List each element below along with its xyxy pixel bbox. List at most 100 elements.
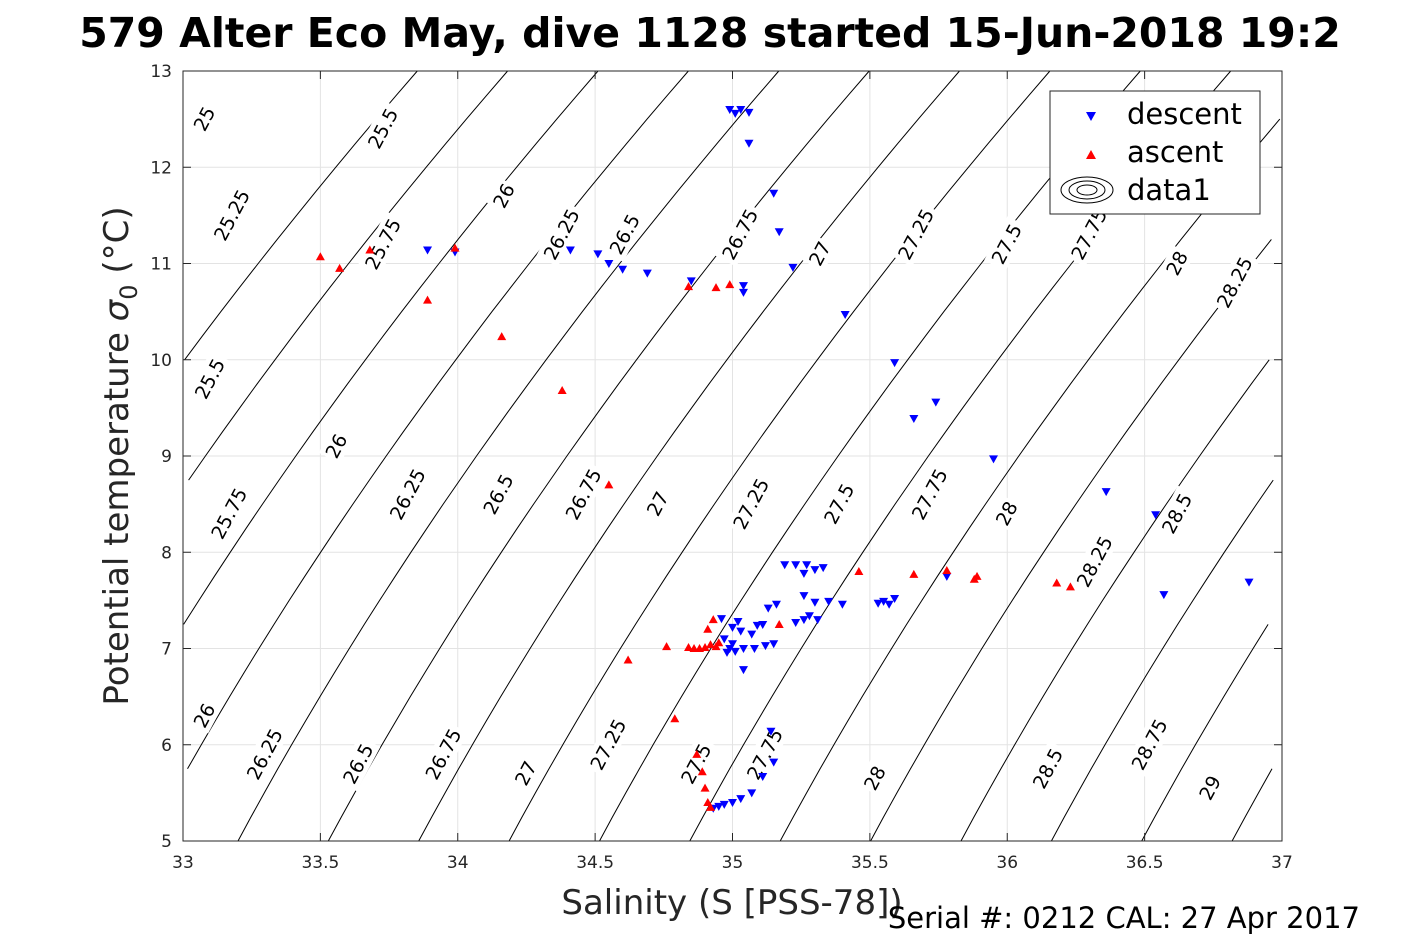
descent-point [747, 789, 757, 798]
chart-title: 579 Alter Eco May, dive 1128 started 15-… [79, 9, 1341, 57]
ascent-point [557, 386, 567, 395]
descent-point [810, 566, 820, 575]
legend-data1-label: data1 [1127, 173, 1211, 207]
y-tick-label: 9 [161, 447, 172, 467]
ascent-point [942, 566, 952, 575]
descent-point [1244, 578, 1254, 587]
ascent-point [604, 480, 614, 489]
descent-point [758, 620, 768, 629]
descent-point [728, 640, 737, 649]
ascent-point [684, 643, 694, 652]
descent-point [1159, 591, 1169, 600]
descent-point [824, 597, 834, 606]
isopycnal-line [183, 70, 599, 625]
ascent-point [423, 295, 433, 304]
descent-point [766, 727, 776, 736]
x-tick-label: 34 [447, 853, 469, 873]
descent-point [788, 263, 798, 272]
ascent-point [697, 767, 707, 776]
descent-point [799, 592, 809, 601]
descent-point [1101, 488, 1111, 497]
descent-point [837, 600, 847, 609]
ascent-point [711, 283, 721, 292]
ascent-point [497, 332, 507, 341]
y-axis-label-unit: (°C) [97, 206, 137, 284]
ascent-point [365, 245, 375, 254]
isopycnal-line [418, 70, 960, 842]
descent-point [744, 108, 754, 117]
descent-point [730, 109, 740, 118]
ascent-point [854, 567, 864, 575]
descent-point [686, 277, 696, 286]
descent-point [565, 246, 575, 255]
descent-point [730, 647, 740, 656]
data-points [315, 106, 1254, 813]
ascent-point [450, 243, 460, 252]
isopycnal-line [1141, 624, 1269, 842]
isopycnal-line [870, 239, 1272, 842]
descent-point [771, 600, 781, 609]
descent-point [890, 594, 900, 603]
y-tick-label: 7 [161, 640, 172, 660]
serial-cal-footer: Serial #: 0212 CAL: 27 Apr 2017 [888, 901, 1360, 935]
y-axis-label: Potential temperature σ0 (°C) [97, 206, 143, 705]
descent-point [909, 414, 919, 423]
legend: descent ascent data1 [1049, 90, 1261, 215]
ascent-point [623, 655, 633, 664]
legend-box [1049, 90, 1261, 215]
descent-point [760, 642, 770, 651]
ascent-point [335, 263, 345, 272]
descent-point [642, 269, 652, 278]
descent-point [725, 106, 735, 114]
descent-point [804, 612, 814, 621]
descent-point [769, 189, 779, 198]
descent-point [736, 627, 746, 636]
x-tick-label: 36 [996, 853, 1018, 873]
ascent-point [692, 749, 702, 758]
y-axis-label-sigma: σ [97, 298, 137, 321]
descent-point [618, 265, 628, 274]
ascent-point [315, 252, 325, 261]
descent-point [942, 572, 952, 581]
x-tick-label: 36.5 [1126, 853, 1164, 873]
descent-point [769, 758, 779, 767]
ascent-point [706, 802, 716, 811]
descent-point [931, 398, 941, 407]
descent-point [593, 250, 603, 259]
descent-point [728, 799, 737, 807]
x-axis-label: Salinity (S [PSS-78]) [561, 883, 902, 923]
descent-point [736, 106, 746, 114]
ascent-point [714, 638, 724, 647]
x-tick-label: 35 [722, 853, 744, 873]
descent-point [738, 282, 748, 291]
descent-point [813, 616, 823, 625]
ascent-point [684, 282, 694, 291]
legend-contour-icon [1060, 176, 1114, 204]
y-tick-label: 12 [150, 158, 172, 178]
descent-point [736, 795, 746, 804]
descent-point [738, 645, 748, 653]
y-tick-label: 11 [150, 255, 172, 275]
density-contours [183, 70, 1281, 842]
descent-point [873, 599, 883, 608]
ascent-point [774, 619, 784, 628]
descent-point [744, 139, 754, 148]
descent-point [802, 561, 812, 570]
descent-point [738, 288, 748, 297]
descent-point [769, 640, 779, 649]
descent-point [890, 359, 900, 368]
isopycnal-line [779, 118, 1281, 842]
descent-point [989, 455, 999, 464]
isopycnal-line [960, 359, 1270, 842]
descent-point [780, 561, 790, 570]
descent-point [799, 569, 809, 578]
y-tick-label: 8 [161, 543, 172, 563]
descent-point [763, 604, 773, 613]
isopycnal-line [1231, 768, 1273, 842]
descent-point [722, 648, 732, 657]
ascent-point [700, 783, 710, 792]
legend-ascent-label: ascent [1127, 135, 1223, 169]
descent-point [728, 623, 737, 632]
isopycnal-line [1050, 479, 1274, 842]
